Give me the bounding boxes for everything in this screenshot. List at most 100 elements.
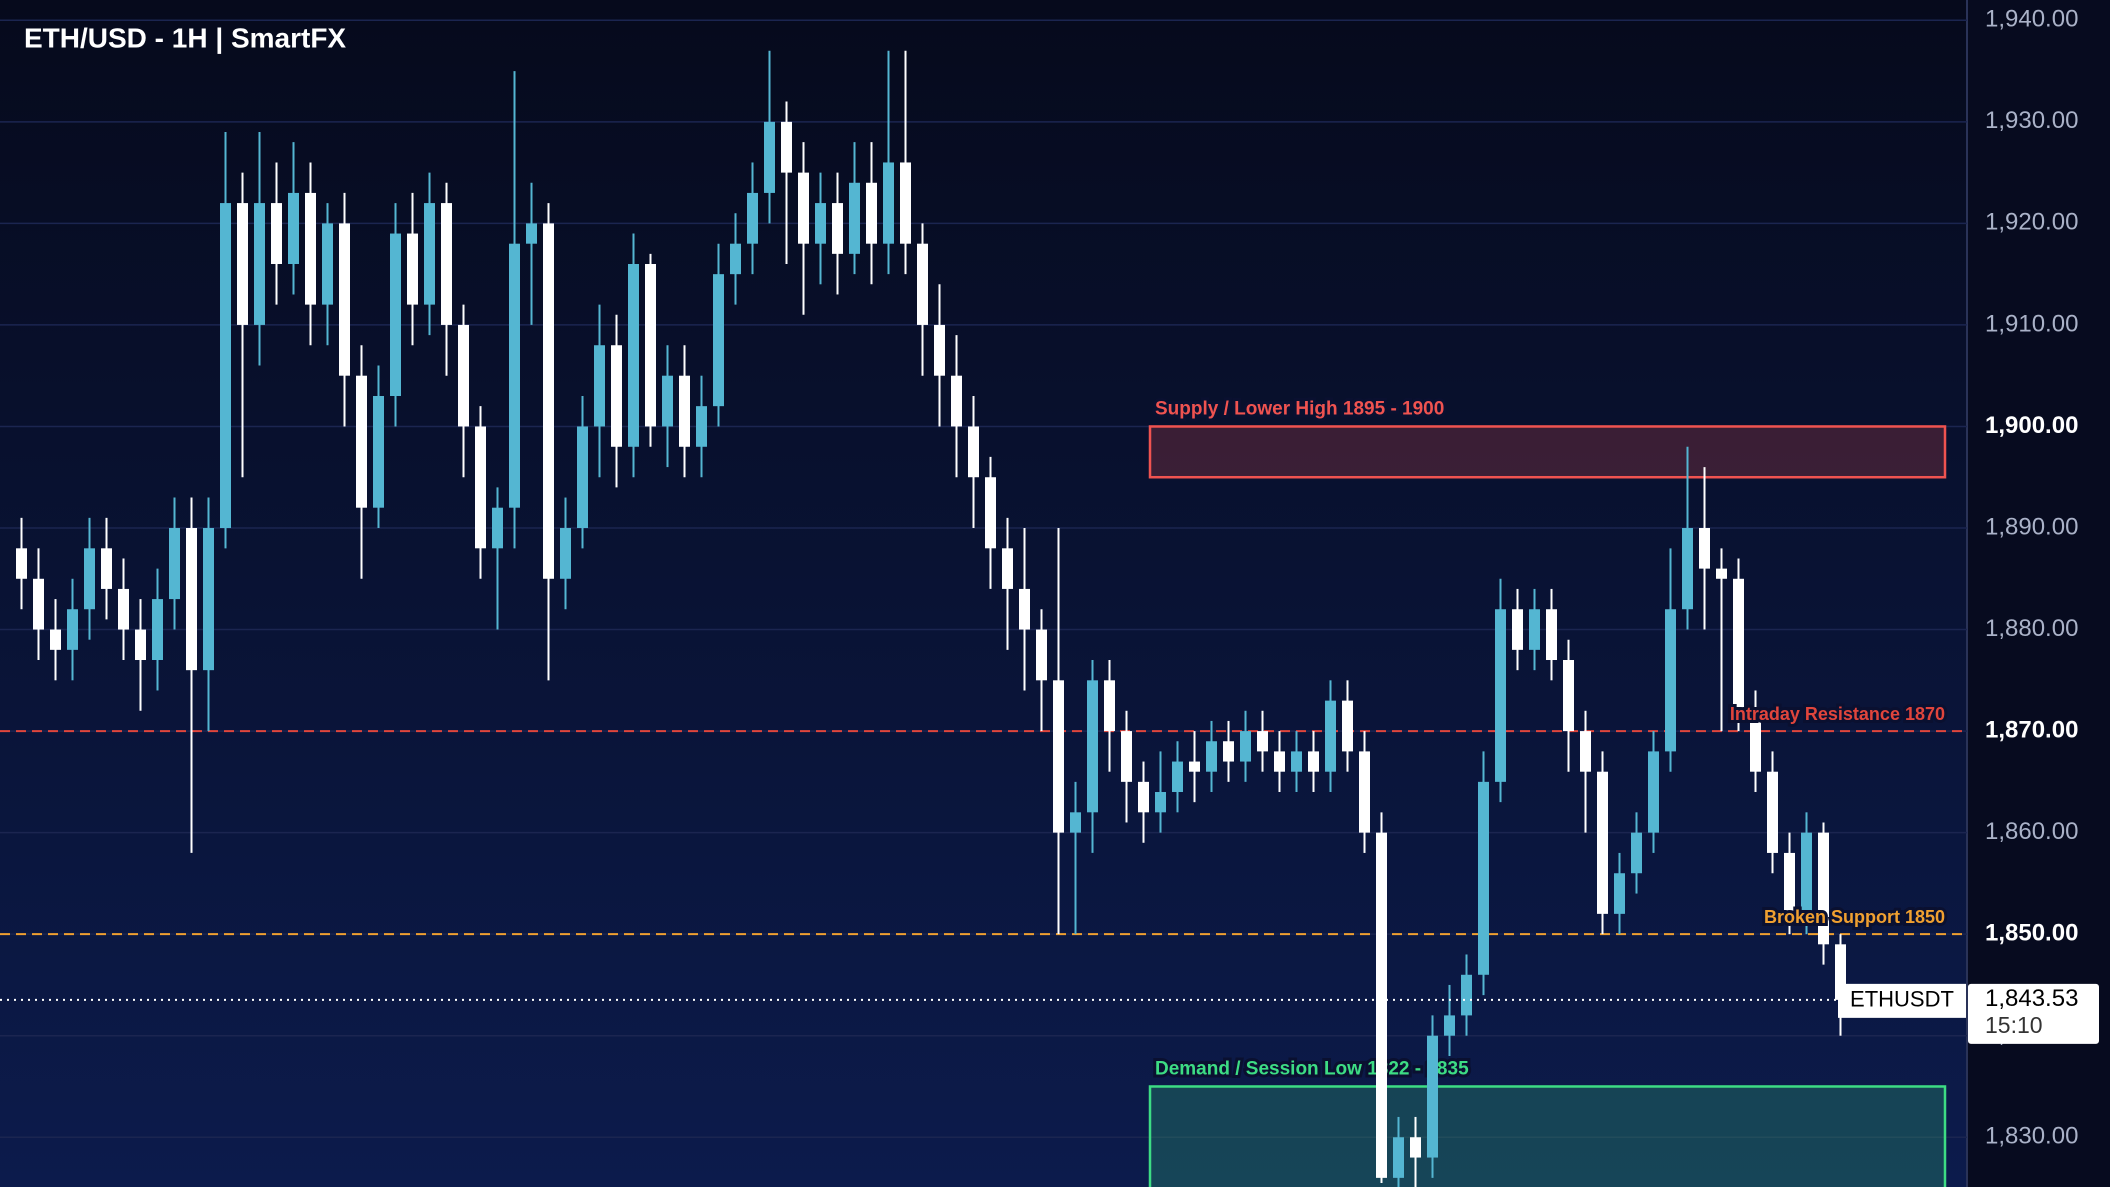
candle-body (917, 243, 928, 325)
y-tick-label: 1,900.00 (1985, 412, 2078, 439)
last-price-label: 1,843.53 (1985, 985, 2078, 1012)
candle-body (1750, 710, 1761, 772)
candle-body (713, 274, 724, 407)
candle-body (1376, 832, 1387, 1178)
candle-body (1631, 832, 1642, 874)
symbol-label: ETHUSDT (1850, 987, 1954, 1012)
candle-body (254, 203, 265, 325)
candle-body (628, 264, 639, 447)
candle-body (305, 192, 316, 305)
candle-body (747, 192, 758, 244)
y-tick-label: 1,880.00 (1985, 615, 2078, 642)
candle-body (1121, 731, 1132, 782)
candle-body (492, 507, 503, 549)
candle-body (390, 233, 401, 397)
candle-body (288, 192, 299, 265)
candle-body (1546, 609, 1557, 661)
candle-body (1257, 731, 1268, 752)
candle-body (1274, 751, 1285, 772)
candle-body (322, 223, 333, 305)
candle-body (866, 182, 877, 244)
candle-body (101, 548, 112, 589)
candle-body (1410, 1137, 1421, 1158)
candle-body (84, 548, 95, 610)
candle-body (50, 629, 61, 650)
zone (1148, 1085, 1947, 1187)
candle-body (696, 406, 707, 447)
candle-body (594, 345, 605, 427)
level-label: Intraday Resistance 1870 (1730, 704, 1945, 724)
candle-body (1291, 751, 1302, 772)
candle-body (203, 528, 214, 671)
candle-body (645, 264, 656, 427)
candle-body (475, 426, 486, 549)
candle-body (407, 233, 418, 305)
candle-body (441, 203, 452, 325)
candle-body (1648, 751, 1659, 833)
chart-title: ETH/USD - 1H | SmartFX (24, 22, 346, 53)
y-tick-label: 1,930.00 (1985, 107, 2078, 134)
candle-body (1495, 609, 1506, 782)
candle-body (849, 182, 860, 254)
candle-body (968, 426, 979, 478)
candle-body (543, 223, 554, 579)
candle-body (356, 375, 367, 508)
candle-body (1512, 609, 1523, 650)
candle-body (1155, 792, 1166, 813)
candle-body (1784, 852, 1795, 914)
y-tick-label: 1,830.00 (1985, 1123, 2078, 1150)
zone (1148, 425, 1947, 479)
y-tick-label: 1,870.00 (1985, 716, 2078, 743)
candle-body (526, 223, 537, 244)
candle-body (1393, 1137, 1404, 1178)
candle-body (33, 578, 44, 630)
candle-body (560, 528, 571, 579)
price-badge (1968, 983, 2099, 1044)
candle-body (1767, 771, 1778, 853)
candle-body (186, 528, 197, 671)
candle-body (1614, 873, 1625, 914)
y-tick-label: 1,860.00 (1985, 818, 2078, 845)
candle-body (1563, 660, 1574, 732)
candle-body (373, 396, 384, 508)
symbol-badge (1838, 983, 1966, 1018)
candle-body (509, 243, 520, 508)
countdown-label: 15:10 (1985, 1012, 2043, 1038)
candle-body (1053, 680, 1064, 833)
zone-label: Demand / Session Low 1822 - 1835 (1155, 1058, 1469, 1079)
candle-body (985, 477, 996, 549)
candle-body (934, 324, 945, 376)
y-tick-label: 1,850.00 (1985, 920, 2078, 947)
candle-body (611, 345, 622, 447)
candle-body (1342, 700, 1353, 752)
candle-body (271, 203, 282, 265)
candle-body (1801, 832, 1812, 914)
candle-body (1036, 629, 1047, 681)
candle-body (1529, 609, 1540, 650)
candle-body (1189, 761, 1200, 772)
candle-body (662, 375, 673, 427)
candle-body (679, 375, 690, 447)
candle-body (67, 609, 78, 650)
candle-body (1597, 771, 1608, 914)
candle-body (237, 203, 248, 325)
candle-body (152, 599, 163, 661)
y-tick-label: 1,890.00 (1985, 513, 2078, 540)
candle-body (832, 203, 843, 254)
candle-body (1699, 528, 1710, 569)
candle-body (339, 223, 350, 376)
candle-body (118, 588, 129, 630)
candle-body (1716, 568, 1727, 579)
candle-body (1835, 944, 1846, 1000)
candle-body (1444, 1015, 1455, 1036)
candle-body (1087, 680, 1098, 813)
candle-body (1818, 832, 1829, 945)
candle-body (577, 426, 588, 529)
candle-body (1682, 528, 1693, 610)
candle-body (1478, 781, 1489, 975)
candle-body (883, 162, 894, 244)
y-tick-label: 1,920.00 (1985, 209, 2078, 236)
candle-body (1665, 609, 1676, 752)
